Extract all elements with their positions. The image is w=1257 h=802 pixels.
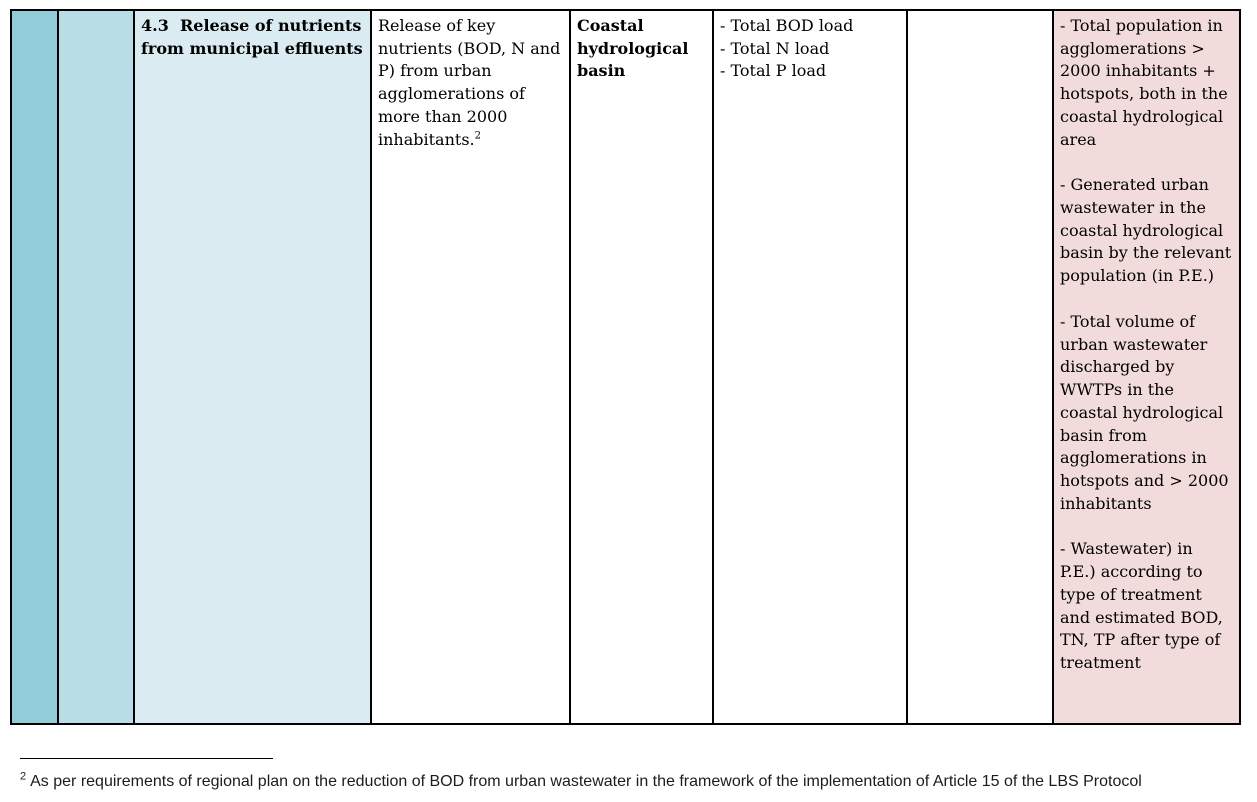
footnote-separator-rule: [20, 758, 273, 759]
load-item: - Total BOD load: [720, 16, 854, 35]
data-need-paragraph: - Total volume of urban wastewater disch…: [1060, 311, 1229, 513]
footnote-text: As per requirements of regional plan on …: [30, 773, 1142, 790]
loads-cell: - Total BOD load - Total N load - Total …: [712, 9, 908, 725]
table-row: 4.3 Release of nutrients from municipal …: [10, 9, 1241, 725]
description-text: Release of key nutrients (BOD, N and P) …: [378, 16, 561, 149]
scale-cell: Coastal hydrological basin: [569, 9, 714, 725]
footnote-marker: 2: [20, 770, 27, 783]
indicator-title-text: 4.3 Release of nutrients from municipal …: [141, 16, 367, 58]
scale-text: Coastal hydrological basin: [577, 16, 689, 81]
footnote-reference: 2: [474, 130, 481, 142]
data-need-paragraph: - Generated urban wastewater in the coas…: [1060, 175, 1232, 286]
empty-cell: [906, 9, 1054, 725]
data-need-paragraph: - Total population in agglomerations > 2…: [1060, 16, 1228, 149]
indicator-title-cell: 4.3 Release of nutrients from municipal …: [133, 9, 372, 725]
spacer-cell-1: [10, 9, 59, 725]
footnote: 2 As per requirements of regional plan on…: [20, 770, 1240, 792]
spacer-cell-2: [57, 9, 135, 725]
load-item: - Total P load: [720, 61, 827, 81]
description-cell: Release of key nutrients (BOD, N and P) …: [370, 9, 571, 725]
data-need-paragraph: - Wastewater) in P.E.) according to type…: [1060, 539, 1223, 672]
load-item: - Total N load: [720, 38, 830, 58]
indicator-table: 4.3 Release of nutrients from municipal …: [10, 9, 1241, 725]
data-needs-cell: - Total population in agglomerations > 2…: [1052, 9, 1241, 725]
